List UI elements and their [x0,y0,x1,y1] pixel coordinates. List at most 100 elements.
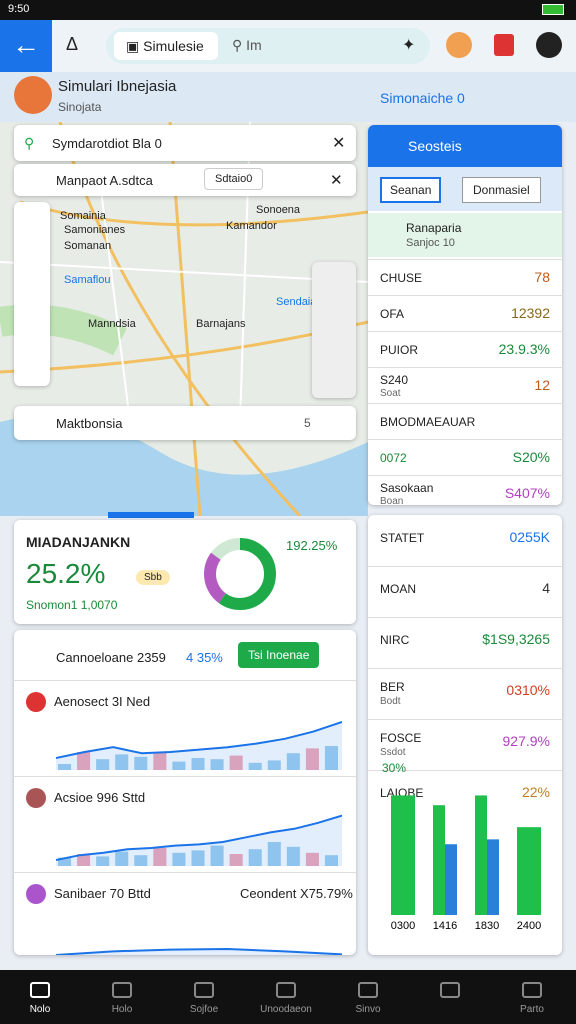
spark-bar [172,761,186,770]
side-title: Seosteis [408,138,462,154]
spark-bar [229,854,243,866]
side-panel: Seosteis Seanan Donmasiel Ranaparia Sanj… [368,125,562,505]
bar [391,795,415,915]
icon[interactable]: Δ [66,34,79,54]
donut-segment [204,538,276,610]
spark-bar [210,845,224,866]
x-tick-label: 0300 [391,920,415,932]
avatar-icon[interactable] [446,32,472,58]
bar [487,839,499,915]
nav-icon[interactable] [30,982,50,998]
spark-bar [191,758,205,770]
nav-icon[interactable] [440,982,460,998]
stats-card: STATET 0255K MOAN 4 NIRC $1S9,3265 BER Bodt 0310… [368,515,562,955]
row-label: S240 [380,373,409,387]
settings-icon[interactable] [536,32,562,58]
spark-bar [134,855,148,866]
divider [14,680,356,681]
place: Somanan [64,240,112,252]
search-bar[interactable]: ▣ Simulesie ⚲ Im ✦ [106,28,430,64]
spark-bar [248,849,262,866]
nav-icon[interactable] [194,982,214,998]
stat-label: NIRC [380,633,410,647]
search-placeholder: Im [246,37,262,53]
tab[interactable]: Seanan [380,177,442,203]
spark-bar [191,850,205,866]
spark-bar [115,754,129,770]
map-bottom-bar[interactable]: Maktbonsia 5 [14,406,356,440]
row-value: 12 [534,377,550,393]
spark-bar [324,746,338,770]
profile-avatar[interactable] [14,76,52,114]
stat-label: MOAN [380,582,416,596]
spark-bar [153,752,167,770]
doc-icon[interactable] [494,34,514,56]
tab[interactable]: ▣ Simulesie [114,32,218,60]
chart-label: 30% [382,761,407,775]
spark-bar [229,755,243,770]
stat-value: 4 [542,580,550,596]
spark-bar [115,851,129,866]
nav-icon[interactable] [522,982,542,998]
spark-line [56,947,342,955]
back-button[interactable]: ← [0,20,52,72]
map-search[interactable]: ⚲ Symdarotdiot Bla 0 ✕ [14,125,356,161]
list-title: Cannoeloane 2359 [56,650,166,665]
place: Samonianes [64,224,126,236]
spark-bar [153,848,167,866]
spark-bar [77,752,91,770]
nav-icon[interactable] [276,982,296,998]
spark-bar [96,856,110,866]
spark-bar [248,762,262,770]
nav-icon[interactable] [358,982,378,998]
divider [14,776,356,777]
photo-strip[interactable] [312,262,356,398]
spark-bar [58,857,72,866]
progress [108,512,194,518]
nav-icon[interactable] [112,982,132,998]
row-sublabel: Soat [380,388,401,399]
x-tick-label: 1416 [433,920,457,932]
row-value: S407% [504,485,550,501]
item-side: Ceondent X75.79% [240,886,353,901]
row-label: OFA [380,307,405,321]
spark-bar [324,855,338,866]
item-icon [26,692,46,712]
map-tools[interactable] [14,202,50,386]
spark-area [56,722,342,770]
item-title: Aenosect 3I Ned [54,694,151,709]
battery [542,4,564,15]
stat-value: 927.9% [502,733,550,749]
stat-sublabel: Bodt [380,696,401,707]
spark-bar [286,753,300,770]
profile-row: Simulari Ibnejasia Sinojata Simonaiche 0 [0,72,576,122]
tab[interactable]: Donmasiel [462,177,541,203]
row-sublabel: Boan [380,496,404,505]
search-field[interactable]: ⚲ Im [232,37,262,53]
app-bar: ← Δ ▣ Simulesie ⚲ Im ✦ [0,20,576,72]
sparkline [56,721,342,770]
side-header: Seosteis [368,125,562,167]
star[interactable]: ✦ [402,37,416,54]
kpi-badge: Sbb [136,570,170,585]
row-divider [368,331,562,332]
location-bar[interactable]: Manpaot A.sdtca Sdtaio0 ✕ [14,164,356,196]
spark-area [56,815,342,866]
list-button[interactable]: Tsi Inoenae [238,642,320,668]
divider [368,566,562,567]
row-divider [368,259,562,260]
chip[interactable]: Sdtaio0 [204,168,264,190]
featured-title: Ranaparia [406,221,462,235]
map-bottom-count: 5 [304,416,311,430]
sparkline [56,947,342,955]
spark-bar [96,759,110,770]
time: 9:50 [8,3,30,15]
spark-bar [134,756,148,770]
x-tick-label: 1830 [475,920,499,932]
spark-bar [305,748,319,770]
profile-name: Simulari Ibnejasia [58,78,177,95]
divider [368,617,562,618]
place: Manndsia [88,318,136,330]
row-label: 0072 [380,451,407,465]
